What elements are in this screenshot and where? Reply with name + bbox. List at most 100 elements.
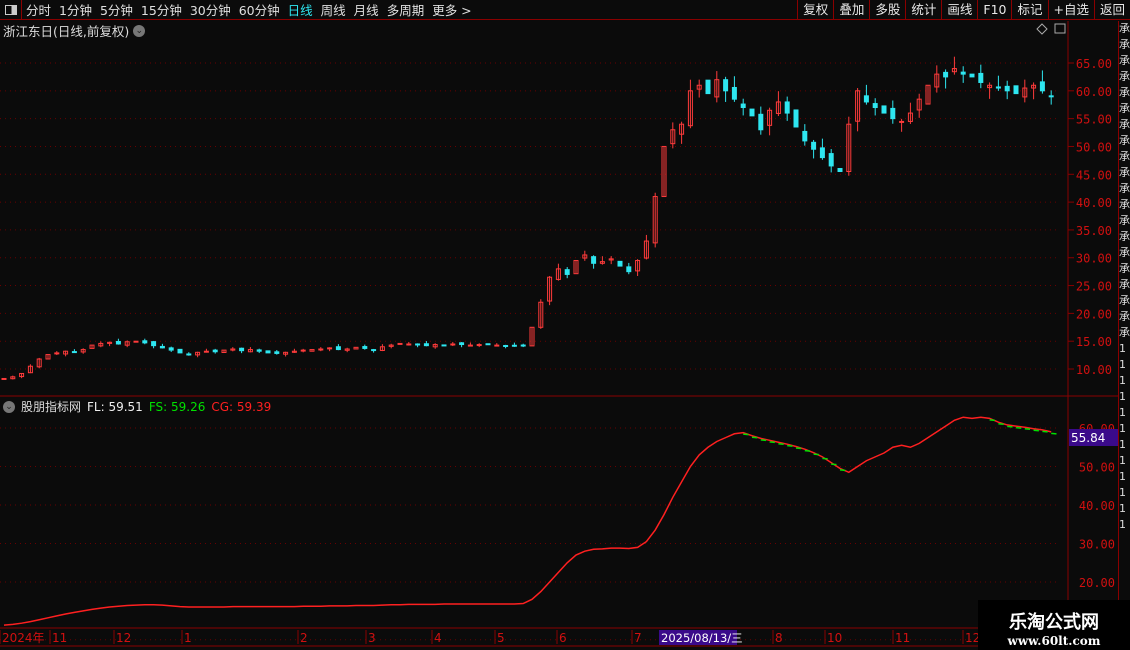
candle <box>978 72 984 83</box>
toolbar-button[interactable]: 标记 <box>1011 0 1047 20</box>
top-toolbar: 分时 1分钟 5分钟 15分钟 30分钟 60分钟 日线 周线 月线 多周期 更多 > 复权 叠加 多股… <box>0 0 1130 20</box>
candle <box>335 346 341 351</box>
toolbar-button[interactable]: +自选 <box>1047 0 1094 20</box>
candle <box>379 346 385 351</box>
candle <box>239 347 245 352</box>
candle <box>432 344 438 348</box>
period-tab[interactable]: 30分钟 <box>189 3 231 18</box>
toolbar-button[interactable]: 叠加 <box>833 0 869 20</box>
indicator-tick-label: 40.00 <box>1079 499 1115 513</box>
candle <box>98 342 104 347</box>
watermark-name: 乐淘公式网 <box>1009 612 1099 633</box>
candle <box>159 345 165 349</box>
period-tab[interactable]: 15分钟 <box>140 3 182 18</box>
candle <box>828 153 834 167</box>
candle <box>1039 81 1045 92</box>
candle <box>643 240 649 259</box>
candle <box>1004 85 1010 92</box>
cg-line <box>3 416 1052 626</box>
price-tick-label: 10.00 <box>1076 363 1112 377</box>
candle <box>353 346 359 350</box>
cg-value: CG: 59.39 <box>211 399 272 414</box>
period-tab[interactable]: 更多 > <box>432 3 472 18</box>
toolbar-button[interactable]: 多股 <box>869 0 905 20</box>
chart-title: 浙江东日(日线,前复权) ⌄ <box>3 21 146 40</box>
fs-line <box>743 419 1057 472</box>
candle <box>969 73 975 78</box>
watermark-url: www.60lt.com <box>1007 634 1101 648</box>
candle <box>406 343 412 346</box>
time-label: 11 <box>895 631 910 645</box>
toolbar-button[interactable]: 复权 <box>797 0 833 20</box>
candle <box>846 123 852 172</box>
period-tab[interactable]: 多周期 <box>386 3 425 18</box>
candle <box>362 346 368 349</box>
candle <box>441 344 447 347</box>
toolbar-button[interactable]: 返回 <box>1093 0 1130 20</box>
time-label: 10 <box>827 631 842 645</box>
indicator-tick-label: 30.00 <box>1079 538 1115 552</box>
candle <box>819 147 825 159</box>
candle <box>881 105 887 114</box>
period-tab[interactable]: 周线 <box>320 3 346 18</box>
candle <box>467 344 473 347</box>
candle <box>511 344 517 347</box>
period-tab[interactable]: 5分钟 <box>99 3 133 18</box>
chevron-down-icon[interactable]: ⌄ <box>3 400 15 413</box>
candle <box>705 79 711 95</box>
candle <box>573 260 579 275</box>
candle <box>731 86 737 100</box>
candle <box>309 349 315 352</box>
candle <box>696 84 702 90</box>
candle <box>855 90 861 122</box>
candle <box>670 129 676 145</box>
candle <box>27 365 33 374</box>
candle <box>503 344 509 347</box>
candle <box>987 84 993 89</box>
panel-toggle-icon <box>1054 23 1066 34</box>
indicator-name[interactable]: 股朋指标网 <box>21 400 82 414</box>
candle <box>54 352 60 355</box>
candle <box>599 261 605 264</box>
toolbar-button[interactable]: 统计 <box>905 0 941 20</box>
candle <box>679 123 685 135</box>
candle <box>344 348 350 351</box>
candle <box>107 341 113 344</box>
candle <box>45 354 51 360</box>
candle <box>784 101 790 114</box>
time-label: 7 <box>634 631 642 645</box>
candle <box>1 377 7 380</box>
time-label: 12 <box>116 631 131 645</box>
period-tab[interactable]: 60分钟 <box>238 3 280 18</box>
candle <box>19 372 25 378</box>
period-tab[interactable]: 1分钟 <box>59 3 92 18</box>
candle <box>388 344 394 347</box>
period-tab[interactable]: 月线 <box>353 3 379 18</box>
watermark: 乐淘公式网 www.60lt.com <box>978 600 1130 650</box>
candle <box>872 103 878 109</box>
candle <box>925 84 931 105</box>
candle <box>723 79 729 92</box>
toolbar-button[interactable]: F10 <box>977 0 1011 20</box>
candle <box>327 347 333 350</box>
current-value-box <box>1069 429 1118 446</box>
candle <box>951 68 957 73</box>
panel-toggle-icon[interactable] <box>0 0 22 20</box>
price-tick-label: 35.00 <box>1076 224 1112 238</box>
candle <box>608 258 614 261</box>
candle <box>476 344 482 347</box>
toolbar-button[interactable]: 画线 <box>941 0 977 20</box>
crosshair-date-box <box>659 630 737 645</box>
candle <box>10 376 16 380</box>
period-tab[interactable]: 日线 <box>287 3 313 18</box>
right-toolbar-buttons: 复权 叠加 多股 统计 画线 F10 标记 +自选 返回 <box>797 0 1130 20</box>
candle <box>318 348 324 351</box>
chevron-down-icon[interactable]: ⌄ <box>133 24 146 37</box>
stock-title: 浙江东日(日线,前复权) <box>3 24 130 39</box>
candle <box>555 268 561 280</box>
candle <box>63 350 69 355</box>
candle <box>494 344 500 347</box>
period-tab[interactable]: 分时 <box>26 3 52 18</box>
